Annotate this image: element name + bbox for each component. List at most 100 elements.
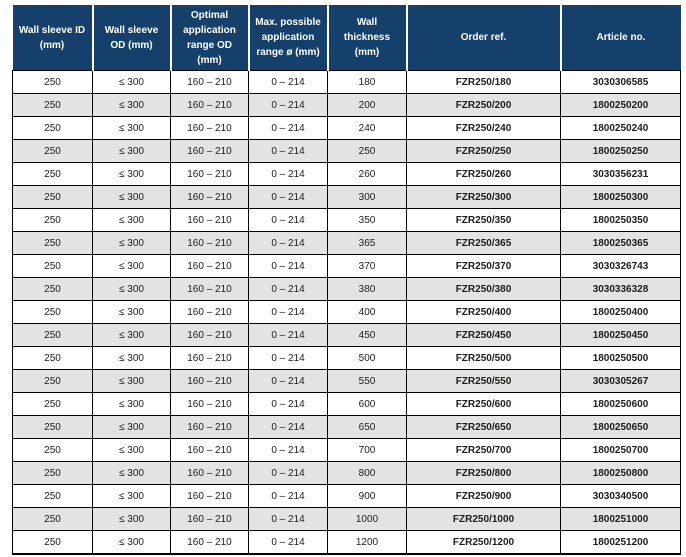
table-cell: 250 xyxy=(12,70,93,94)
table-row: 250 ≤ 300 160 – 210 0 – 214 450 FZR250/450 180… xyxy=(12,323,681,347)
column-header: Wall thickness (mm) xyxy=(326,5,407,71)
table-cell: 160 – 210 xyxy=(170,70,249,94)
table-cell: 0 – 214 xyxy=(248,461,328,485)
table-cell: 160 – 210 xyxy=(170,277,249,301)
table-body: 250 ≤ 300 160 – 210 0 – 214 180 FZR250/180 303… xyxy=(12,70,681,555)
product-spec-table: Wall sleeve ID (mm) Wall sleeve OD (mm) Op… xyxy=(12,5,681,555)
column-header: Wall sleeve ID (mm) xyxy=(12,5,93,71)
table-cell: 1000 xyxy=(327,507,407,531)
table-cell: 250 xyxy=(12,507,93,531)
table-cell: 1800251000 xyxy=(560,507,681,531)
table-cell: 3030340500 xyxy=(560,484,681,508)
table-cell: 350 xyxy=(327,208,407,232)
table-cell: 160 – 210 xyxy=(170,254,249,278)
table-cell: 3030336328 xyxy=(560,277,681,301)
table-cell: 250 xyxy=(12,185,93,209)
table-row: 250 ≤ 300 160 – 210 0 – 214 500 FZR250/500 180… xyxy=(12,346,681,370)
table-cell: 1800250650 xyxy=(560,415,681,439)
table-cell: FZR250/1000 xyxy=(406,507,561,531)
table-row: 250 ≤ 300 160 – 210 0 – 214 250 FZR250/250 180… xyxy=(12,139,681,163)
table-cell: 3030356231 xyxy=(560,162,681,186)
table-cell: 250 xyxy=(12,461,93,485)
table-cell: FZR250/350 xyxy=(406,208,561,232)
table-cell: 160 – 210 xyxy=(170,93,249,117)
table-cell: 250 xyxy=(12,231,93,255)
table-cell: 0 – 214 xyxy=(248,438,328,462)
table-cell: 250 xyxy=(12,116,93,140)
table-cell: FZR250/365 xyxy=(406,231,561,255)
table-cell: 0 – 214 xyxy=(248,93,328,117)
table-row: 250 ≤ 300 160 – 210 0 – 214 350 FZR250/350 180… xyxy=(12,208,681,232)
table-cell: 800 xyxy=(327,461,407,485)
table-cell: 160 – 210 xyxy=(170,185,249,209)
table-cell: 0 – 214 xyxy=(248,231,328,255)
table-cell: 400 xyxy=(327,300,407,324)
table-cell: FZR250/600 xyxy=(406,392,561,416)
table-row: 250 ≤ 300 160 – 210 0 – 214 1200 FZR250/1200 1… xyxy=(12,530,681,555)
table-cell: 160 – 210 xyxy=(170,415,249,439)
table-cell: 0 – 214 xyxy=(248,139,328,163)
table-cell: FZR250/800 xyxy=(406,461,561,485)
table-cell: ≤ 300 xyxy=(92,300,171,324)
table-cell: 0 – 214 xyxy=(248,346,328,370)
table-cell: ≤ 300 xyxy=(92,323,171,347)
table-cell: 0 – 214 xyxy=(248,323,328,347)
table-cell: 0 – 214 xyxy=(248,530,328,555)
table-cell: 250 xyxy=(327,139,407,163)
table-cell: ≤ 300 xyxy=(92,484,171,508)
table-cell: 200 xyxy=(327,93,407,117)
table-cell: 1800250600 xyxy=(560,392,681,416)
table-cell: 160 – 210 xyxy=(170,116,249,140)
table-cell: 1800250500 xyxy=(560,346,681,370)
table-cell: 1800250200 xyxy=(560,93,681,117)
table-cell: ≤ 300 xyxy=(92,70,171,94)
table-cell: 550 xyxy=(327,369,407,393)
table-cell: 250 xyxy=(12,323,93,347)
table-cell: ≤ 300 xyxy=(92,231,171,255)
table-cell: 160 – 210 xyxy=(170,507,249,531)
table-row: 250 ≤ 300 160 – 210 0 – 214 240 FZR250/240 180… xyxy=(12,116,681,140)
table-cell: FZR250/650 xyxy=(406,415,561,439)
table-cell: 0 – 214 xyxy=(248,277,328,301)
table-cell: 1800250450 xyxy=(560,323,681,347)
table-cell: FZR250/200 xyxy=(406,93,561,117)
table-cell: 1800250350 xyxy=(560,208,681,232)
table-cell: FZR250/250 xyxy=(406,139,561,163)
table-cell: ≤ 300 xyxy=(92,116,171,140)
table-cell: 1800250250 xyxy=(560,139,681,163)
table-cell: 0 – 214 xyxy=(248,70,328,94)
table-cell: 250 xyxy=(12,277,93,301)
column-header: Order ref. xyxy=(405,5,561,71)
table-cell: 0 – 214 xyxy=(248,415,328,439)
table-cell: 250 xyxy=(12,254,93,278)
table-cell: 1800250240 xyxy=(560,116,681,140)
table-row: 250 ≤ 300 160 – 210 0 – 214 800 FZR250/800 180… xyxy=(12,461,681,485)
table-row: 250 ≤ 300 160 – 210 0 – 214 300 FZR250/300 180… xyxy=(12,185,681,209)
table-cell: 3030306585 xyxy=(560,70,681,94)
table-cell: FZR250/240 xyxy=(406,116,561,140)
table-cell: ≤ 300 xyxy=(92,139,171,163)
table-cell: 180 xyxy=(327,70,407,94)
table-cell: 900 xyxy=(327,484,407,508)
table-cell: 250 xyxy=(12,346,93,370)
table-cell: 250 xyxy=(12,162,93,186)
table-cell: 0 – 214 xyxy=(248,300,328,324)
table-cell: 160 – 210 xyxy=(170,461,249,485)
table-cell: 250 xyxy=(12,438,93,462)
table-cell: FZR250/900 xyxy=(406,484,561,508)
table-header-row: Wall sleeve ID (mm) Wall sleeve OD (mm) Op… xyxy=(12,5,681,71)
table-cell: FZR250/450 xyxy=(406,323,561,347)
table-cell: 250 xyxy=(12,415,93,439)
table-cell: FZR250/300 xyxy=(406,185,561,209)
table-cell: 1800250365 xyxy=(560,231,681,255)
table-cell: ≤ 300 xyxy=(92,438,171,462)
table-cell: 0 – 214 xyxy=(248,484,328,508)
table-cell: 250 xyxy=(12,300,93,324)
table-row: 250 ≤ 300 160 – 210 0 – 214 370 FZR250/370 303… xyxy=(12,254,681,278)
table-cell: 0 – 214 xyxy=(248,162,328,186)
table-cell: 240 xyxy=(327,116,407,140)
table-cell: FZR250/180 xyxy=(406,70,561,94)
table-row: 250 ≤ 300 160 – 210 0 – 214 650 FZR250/650 180… xyxy=(12,415,681,439)
table-cell: 160 – 210 xyxy=(170,392,249,416)
